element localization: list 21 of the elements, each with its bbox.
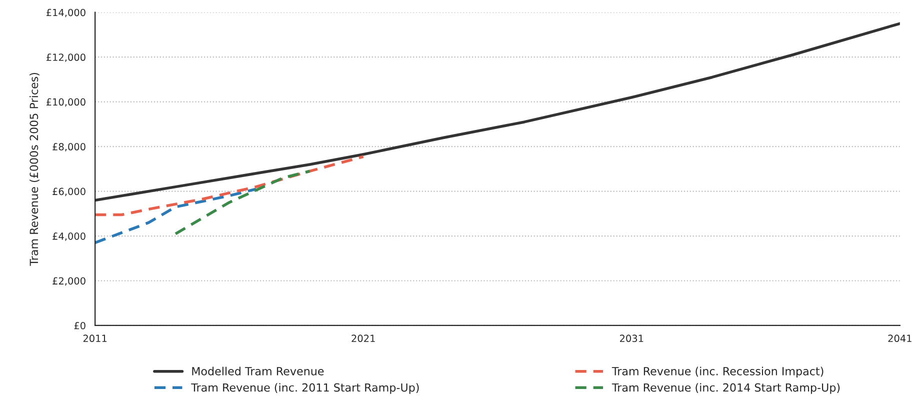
line-series: [174, 170, 312, 236]
y-tick-label: £12,000: [46, 54, 86, 62]
legend-label: Tram Revenue (inc. Recession Impact): [612, 366, 824, 378]
x-tick-label: 2021: [352, 334, 375, 342]
y-tick-label: £2,000: [52, 277, 86, 286]
legend-label: Modelled Tram Revenue: [192, 366, 324, 376]
y-tick-label: £0: [74, 322, 86, 330]
legend-label: Tram Revenue (inc. 2014 Start Ramp-Up): [612, 383, 840, 394]
x-tick-label: 2031: [620, 334, 644, 342]
y-tick-label: £14,000: [46, 8, 86, 18]
legend-label: Tram Revenue (inc. 2011 Start Ramp-Up): [191, 383, 419, 394]
y-tick-label: £4,000: [52, 232, 86, 241]
x-tick-label: 2041: [888, 334, 912, 342]
y-axis-title: Tram Revenue (£000s 2005 Prices): [30, 72, 40, 266]
line-series: [95, 155, 365, 216]
y-tick-label: £10,000: [46, 98, 86, 107]
y-tick-label: £6,000: [52, 188, 86, 196]
line-series: [95, 22, 900, 202]
line-series: [95, 188, 258, 244]
x-tick-label: 2011: [83, 334, 107, 342]
y-tick-label: £8,000: [52, 143, 86, 152]
